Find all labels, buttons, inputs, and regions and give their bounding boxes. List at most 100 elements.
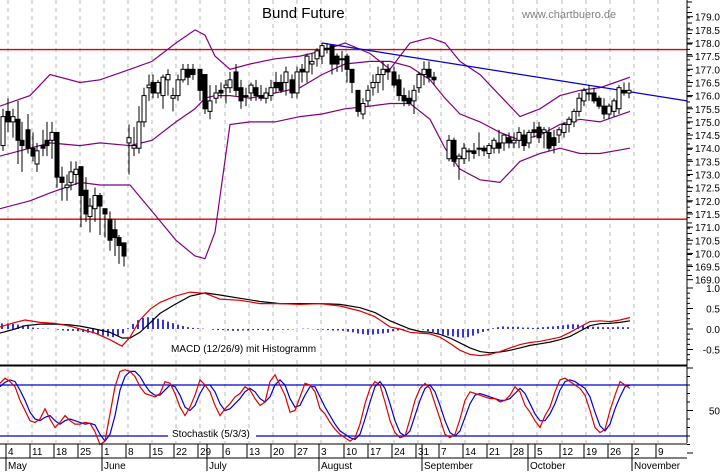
x-day-label: 20 — [273, 447, 285, 458]
candle — [596, 95, 602, 109]
price-panel — [0, 29, 688, 267]
bollinger-upper — [0, 29, 631, 118]
candle — [416, 71, 422, 93]
candle — [34, 142, 40, 172]
candle — [319, 43, 325, 65]
x-day-label: 18 — [56, 447, 68, 458]
candle — [121, 242, 127, 267]
y-tick-label: 178.0 — [695, 39, 720, 50]
candle — [59, 166, 65, 201]
candle — [304, 53, 310, 83]
candle — [227, 71, 233, 93]
candle — [207, 85, 213, 120]
x-month-label: July — [209, 461, 227, 471]
candle — [68, 161, 74, 191]
x-day-label: 27 — [297, 447, 309, 458]
x-day-label: 29 — [200, 447, 212, 458]
candle — [621, 82, 627, 96]
x-month-label: September — [424, 461, 474, 471]
candle — [396, 74, 402, 101]
x-day-label: 22 — [176, 447, 188, 458]
x-month-label: May — [8, 461, 27, 471]
candle — [213, 85, 219, 104]
candle — [146, 74, 152, 101]
y-tick-label: 178.5 — [695, 26, 720, 37]
x-day-label: 11 — [32, 447, 43, 458]
macd-tick-label: 0.0 — [706, 325, 720, 336]
x-day-label: 5 — [537, 447, 543, 458]
candle — [150, 74, 156, 99]
chart-title: Bund Future — [262, 5, 345, 22]
candle — [466, 148, 472, 162]
candle — [591, 87, 597, 104]
candle — [299, 64, 305, 83]
candle — [243, 87, 249, 107]
y-tick-label: 176.5 — [695, 78, 720, 89]
macd-panel — [0, 291, 687, 366]
candle — [586, 85, 592, 101]
macd-signal-line — [0, 292, 631, 354]
candle — [87, 198, 93, 233]
macd-tick-label: 1.0 — [706, 284, 720, 295]
candle — [15, 100, 21, 164]
candle — [170, 87, 176, 112]
candle — [344, 53, 350, 83]
x-month-label: August — [321, 461, 352, 471]
candle — [365, 85, 371, 107]
y-tick-label: 177.0 — [695, 65, 720, 76]
y-tick-label: 176.0 — [695, 92, 720, 103]
x-day-label: 4 — [8, 447, 14, 458]
candle — [253, 79, 259, 101]
candle — [165, 69, 171, 96]
candle — [611, 98, 617, 117]
candle — [556, 127, 562, 143]
x-day-label: 28 — [513, 447, 525, 458]
candle — [461, 142, 467, 164]
candle — [531, 121, 537, 138]
candle — [278, 74, 284, 93]
x-day-label: 10 — [346, 447, 358, 458]
candle — [112, 219, 118, 257]
candle — [411, 85, 417, 115]
watermark: www.chartbuero.de — [521, 9, 616, 21]
x-day-label: 8 — [128, 447, 134, 458]
candle — [456, 153, 462, 180]
y-tick-label: 177.5 — [695, 52, 720, 63]
y-tick-label: 175.5 — [695, 105, 720, 116]
candle — [626, 82, 632, 99]
x-day-label: 7 — [441, 447, 447, 458]
candle — [481, 145, 487, 157]
candle — [496, 129, 502, 154]
candle — [561, 121, 567, 138]
trendline — [321, 42, 688, 102]
x-month-label: November — [634, 461, 681, 471]
candle — [501, 134, 507, 151]
candle — [511, 132, 517, 149]
y-tick-label: 169.0 — [695, 276, 720, 287]
candle — [131, 127, 137, 157]
candle — [606, 103, 612, 120]
candle — [54, 131, 60, 188]
x-day-label: 1 — [104, 447, 110, 458]
candle — [202, 74, 208, 115]
candle — [190, 64, 196, 80]
bollinger-lower — [0, 102, 631, 260]
x-day-label: 13 — [249, 447, 261, 458]
candle — [566, 116, 572, 133]
candle — [551, 129, 557, 154]
candle — [521, 129, 527, 151]
candle — [516, 127, 522, 149]
x-day-label: 12 — [562, 447, 574, 458]
x-month-label: October — [530, 461, 566, 471]
candle — [426, 61, 432, 83]
candle — [314, 48, 320, 67]
candle — [102, 208, 108, 238]
candle — [309, 53, 315, 75]
candle — [107, 211, 113, 251]
candle — [506, 132, 512, 149]
x-month-label: June — [104, 461, 126, 471]
y-tick-label: 170.5 — [695, 236, 720, 247]
candle — [431, 71, 437, 86]
candle — [25, 114, 31, 154]
